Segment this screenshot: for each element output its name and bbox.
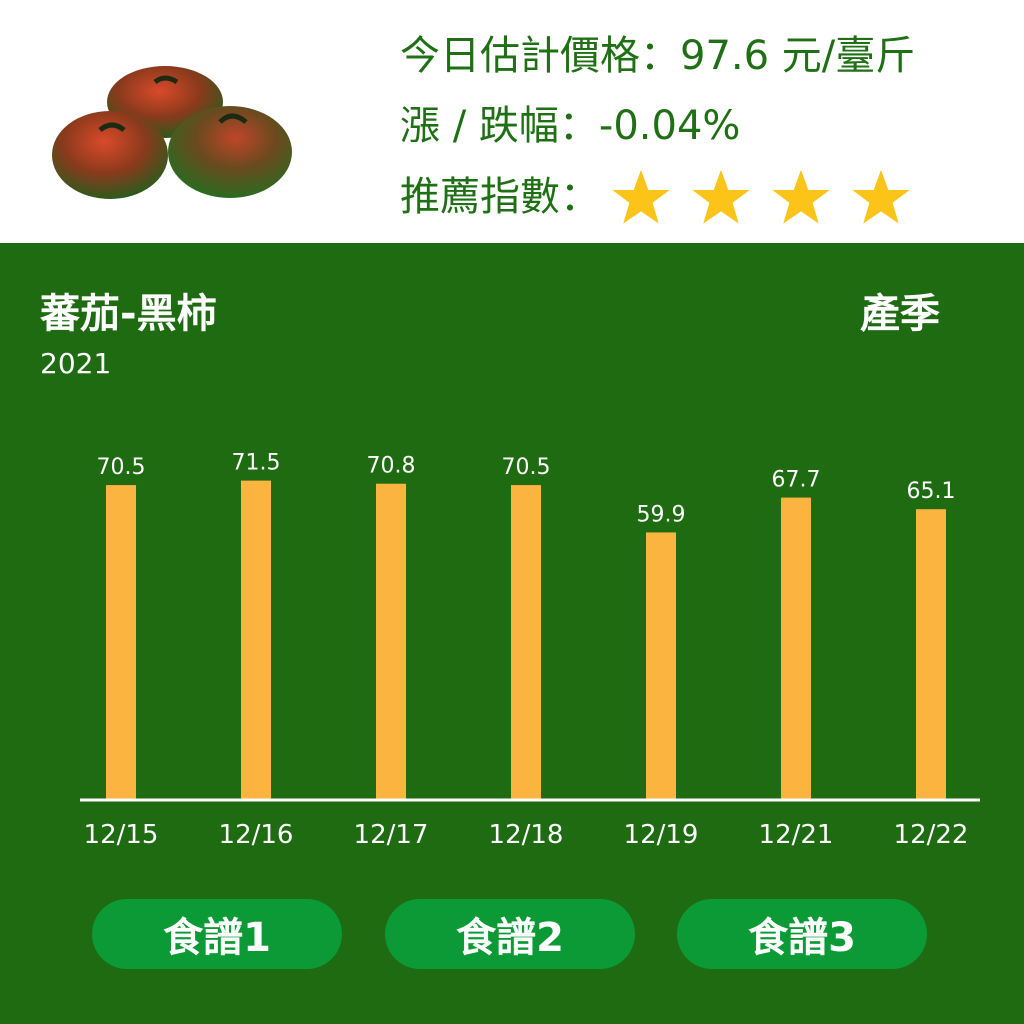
x-tick-label: 12/19 — [624, 820, 699, 850]
price-label: 今日估計價格： — [400, 33, 680, 79]
data-label: 59.9 — [637, 502, 686, 527]
data-label: 70.5 — [502, 455, 551, 480]
bar-12/17 — [376, 483, 406, 800]
bar-12/18 — [511, 485, 541, 800]
data-label: 70.8 — [367, 454, 416, 479]
bar-12/21 — [781, 497, 811, 800]
season-label[interactable]: 產季 — [860, 291, 940, 337]
x-tick-label: 12/22 — [894, 820, 969, 850]
recommend-line: 推薦指數： — [400, 168, 912, 226]
change-value: -0.04% — [598, 103, 741, 149]
price-panel: 70.5 12/15 71.5 12/16 70.8 12/17 70.5 12/18 59.9… — [0, 243, 1024, 1024]
year-label: 2021 — [40, 347, 112, 380]
change-line: 漲 / 跌幅：-0.04% — [400, 100, 740, 152]
recipe-button-3[interactable]: 食譜3 — [677, 899, 927, 969]
x-tick-label: 12/18 — [489, 820, 564, 850]
bar-12/15 — [106, 485, 136, 800]
star-icon — [772, 169, 830, 224]
vegetable-name: 蕃茄-黑柿 — [40, 291, 217, 337]
change-label: 漲 / 跌幅： — [400, 103, 599, 149]
star-icon — [612, 169, 670, 224]
data-label: 70.5 — [97, 455, 146, 480]
bar-12/16 — [241, 480, 271, 800]
recommend-label: 推薦指數： — [400, 174, 600, 220]
recipe-button-1[interactable]: 食譜1 — [92, 899, 342, 969]
star-icon — [852, 169, 910, 224]
price-value: 97.6 元/臺斤 — [680, 33, 916, 79]
star-icon — [692, 169, 750, 224]
recipe-button-2[interactable]: 食譜2 — [385, 899, 635, 969]
bar-12/22 — [916, 509, 946, 800]
data-label: 71.5 — [232, 451, 281, 476]
price-bar-chart: 70.5 12/15 71.5 12/16 70.8 12/17 70.5 12/18 59.9… — [80, 451, 980, 850]
x-tick-label: 12/17 — [354, 820, 429, 850]
bar-12/19 — [646, 532, 676, 800]
data-label: 67.7 — [772, 468, 821, 493]
x-tick-label: 12/21 — [759, 820, 834, 850]
recommend-stars — [610, 168, 912, 226]
price-line: 今日估計價格：97.6 元/臺斤 — [400, 30, 915, 82]
x-tick-label: 12/15 — [84, 820, 159, 850]
x-tick-label: 12/16 — [219, 820, 294, 850]
tomato-photo — [52, 66, 292, 199]
header: 今日估計價格：97.6 元/臺斤 漲 / 跌幅：-0.04% 推薦指數： — [0, 0, 1024, 243]
data-label: 65.1 — [907, 479, 956, 504]
